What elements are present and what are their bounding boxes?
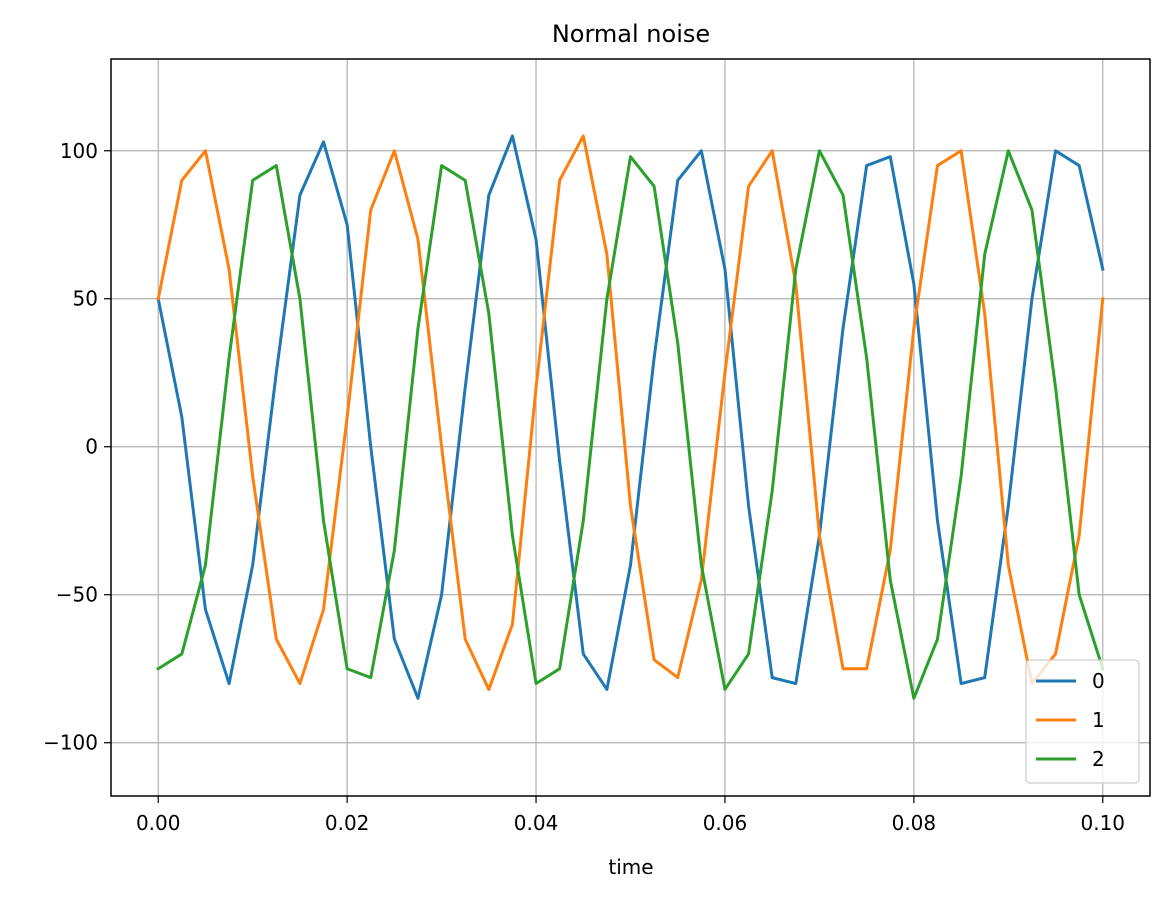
x-axis-ticks: 0.00 0.02 0.04 0.06 0.08 0.10 xyxy=(136,796,1125,835)
x-tick-label: 0.00 xyxy=(136,811,181,835)
x-tick-label: 0.02 xyxy=(325,811,370,835)
legend-label-2: 2 xyxy=(1092,747,1105,771)
x-tick-label: 0.04 xyxy=(514,811,559,835)
y-axis-ticks: −100 −50 0 50 100 xyxy=(43,139,111,755)
x-axis-label: time xyxy=(608,855,653,879)
series-line-2 xyxy=(156,149,1105,700)
plot-frame xyxy=(110,58,1151,797)
y-tick-label: 50 xyxy=(73,287,98,311)
x-tick-label: 0.10 xyxy=(1081,811,1126,835)
x-tick-label: 0.06 xyxy=(703,811,748,835)
legend-label-1: 1 xyxy=(1092,708,1105,732)
y-tick-label: −50 xyxy=(56,583,98,607)
chart-title: Normal noise xyxy=(552,20,710,48)
y-tick-label: −100 xyxy=(43,731,98,755)
legend-label-0: 0 xyxy=(1092,669,1105,693)
series-line-0 xyxy=(156,134,1105,700)
plot-lines xyxy=(156,134,1105,700)
y-tick-label: 0 xyxy=(85,435,98,459)
series-line-1 xyxy=(156,134,1105,691)
grid xyxy=(111,59,1150,796)
legend-box xyxy=(1025,659,1140,784)
legend: 0 1 2 xyxy=(1025,659,1140,784)
x-tick-label: 0.08 xyxy=(892,811,937,835)
y-tick-label: 100 xyxy=(60,139,98,163)
